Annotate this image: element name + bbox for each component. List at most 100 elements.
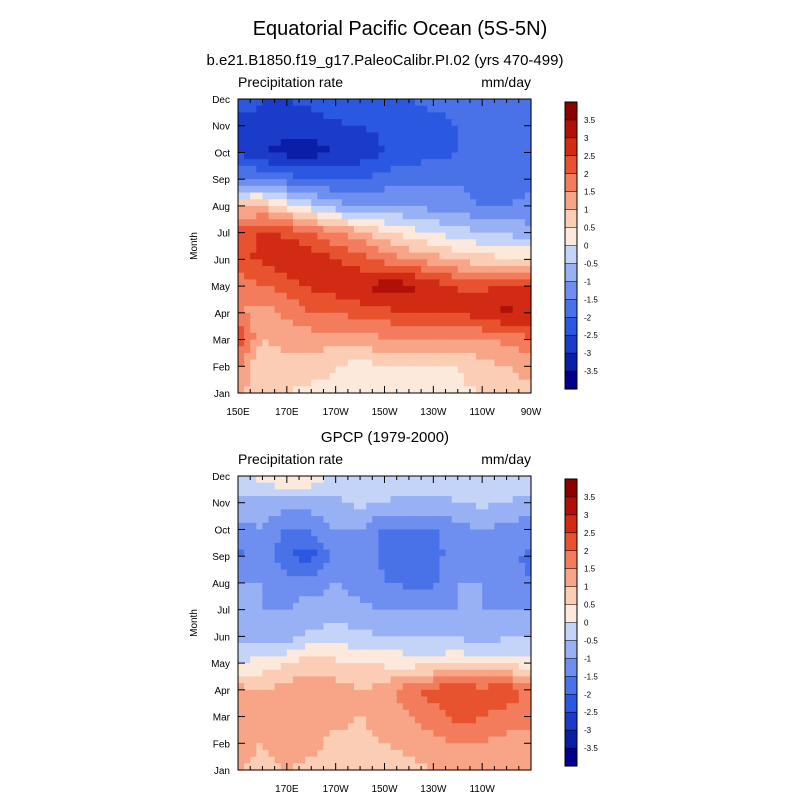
contour-cell [335,709,343,718]
contour-cell [280,332,288,341]
contour-cell [494,596,502,604]
contour-cell [305,476,312,484]
contour-cell [512,179,520,187]
contour-cell [286,536,294,544]
contour-cell [378,509,386,517]
y-tick-label: Apr [214,309,230,320]
contour-cell [360,616,367,624]
contour-cell [292,656,300,664]
contour-cell [482,562,489,571]
y-tick-label: Jun [214,632,230,643]
contour-cell [311,205,318,214]
contour-cell [408,286,416,294]
contour-cell [347,502,355,511]
contour-cell [329,656,337,664]
contour-cell [482,743,489,751]
contour-cell [360,602,367,611]
contour-cell [415,286,422,294]
contour-cell [335,656,343,664]
contour-cell [469,359,477,367]
contour-cell [457,649,465,658]
contour-cell [457,232,465,240]
contour-cell [384,716,392,724]
contour-cell [292,372,300,381]
contour-cell [335,225,343,234]
contour-cell [506,663,514,671]
contour-cell [366,172,373,180]
contour-cell [317,252,325,260]
contour-cell [299,763,306,771]
contour-cell [329,165,337,174]
contour-cell [506,516,514,524]
contour-cell [311,159,318,167]
contour-cell [250,232,257,240]
contour-cell [378,246,386,254]
contour-cell [280,272,288,281]
contour-cell [286,482,294,490]
contour-cell [329,239,337,247]
contour-cell [433,279,441,287]
contour-cell [378,663,386,671]
contour-cell [439,306,447,314]
contour-cell [421,709,428,718]
contour-cell [353,152,361,160]
contour-cell [274,509,282,517]
contour-cell [347,266,355,274]
contour-cell [427,312,434,321]
contour-cell [396,609,404,617]
contour-cell [329,549,337,557]
contour-cell [488,676,495,684]
contour-cell [524,542,532,551]
contour-cell [433,219,441,227]
contour-cell [506,576,514,584]
contour-cell [402,576,410,584]
contour-cell [286,516,294,524]
contour-cell [482,476,489,484]
contour-cell [347,205,355,214]
contour-cell [262,669,270,678]
contour-cell [323,729,331,738]
contour-cell [421,596,428,604]
contour-cell [268,286,276,294]
contour-cell [299,152,306,160]
contour-cell [366,723,373,731]
contour-cell [250,729,257,738]
contour-cell [292,279,300,287]
contour-cell [329,205,337,214]
contour-cell [463,582,471,591]
contour-cell [402,192,410,200]
contour-cell [494,609,502,617]
contour-cell [286,763,294,771]
contour-cell [262,119,270,127]
contour-cell [280,319,288,327]
contour-cell [433,372,441,381]
contour-cell [286,716,294,724]
contour-cell [488,219,495,227]
contour-cell [244,306,251,314]
contour-cell [408,536,416,544]
contour-cell [482,172,489,180]
contour-cell [445,743,453,751]
contour-cell [506,312,514,321]
contour-cell [396,225,404,234]
contour-cell [482,509,489,517]
contour-cell [518,542,526,551]
contour-cell [500,172,508,180]
contour-cell [463,299,471,307]
contour-cell [323,582,331,591]
contour-cell [250,502,257,511]
contour-cell [469,306,477,314]
contour-cell [347,516,355,524]
contour-cell [353,602,361,611]
contour-cell [500,145,508,154]
contour-cell [274,139,282,147]
contour-cell [415,185,422,194]
contour-cell [524,489,532,497]
contour-cell [238,529,245,537]
contour-cell [439,536,447,544]
contour-cell [366,609,373,617]
contour-cell [286,159,294,167]
contour-cell [366,649,373,658]
contour-cell [457,105,465,113]
contour-cell [512,476,520,484]
